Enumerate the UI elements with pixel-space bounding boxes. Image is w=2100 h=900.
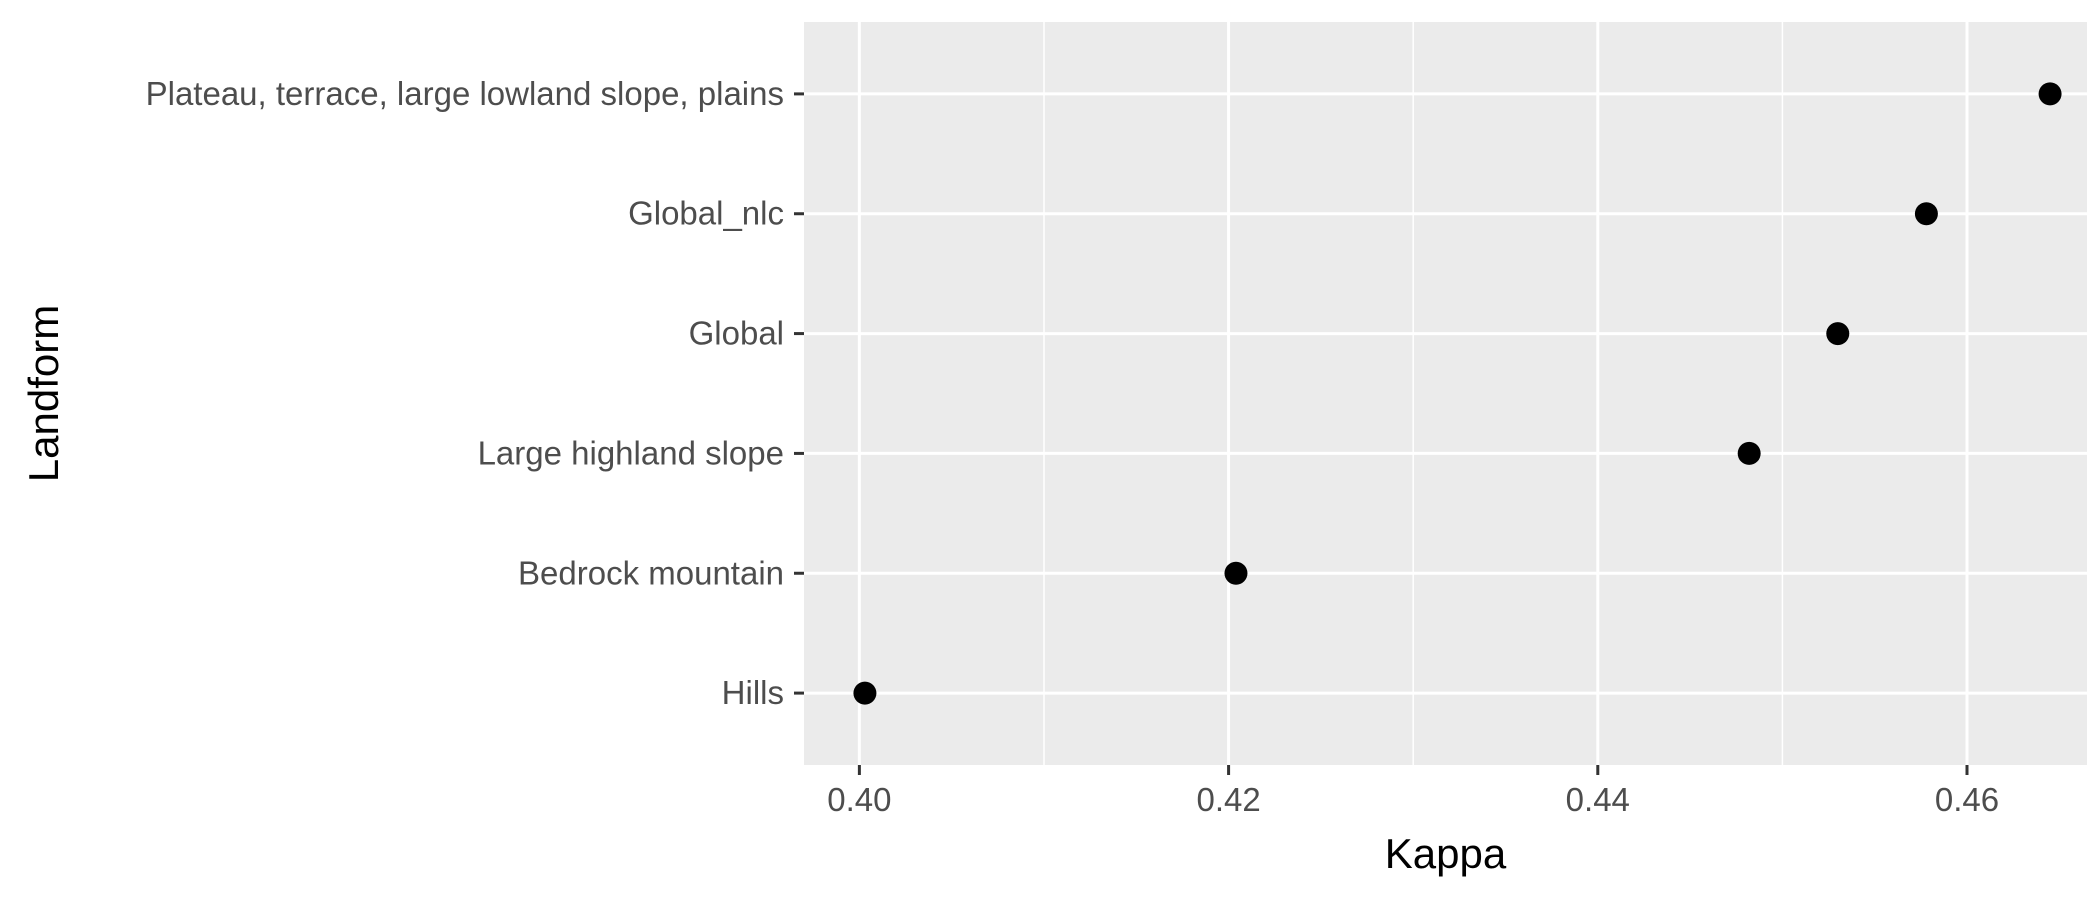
data-point	[1224, 561, 1248, 585]
x-axis: 0.40 0.42 0.44 0.46	[827, 765, 1999, 818]
major-gridlines	[804, 22, 2087, 765]
minor-gridlines	[1043, 22, 1784, 765]
y-tick-label: Large highland slope	[478, 434, 784, 471]
data-point	[853, 681, 877, 705]
x-tick-label: 0.44	[1566, 781, 1630, 818]
y-tick-label: Plateau, terrace, large lowland slope, p…	[146, 75, 784, 112]
x-tick-label: 0.46	[1935, 781, 1999, 818]
plot-panel	[804, 22, 2087, 765]
y-tick-label: Global	[689, 315, 784, 352]
y-tick-label: Bedrock mountain	[518, 554, 784, 591]
y-axis-title: Landform	[20, 305, 67, 482]
y-tick-label: Hills	[722, 674, 784, 711]
x-tick-label: 0.42	[1196, 781, 1260, 818]
data-point	[1826, 322, 1850, 346]
data-point	[1914, 202, 1938, 226]
data-points	[853, 82, 2062, 705]
x-tick-label: 0.40	[827, 781, 891, 818]
data-point	[1737, 441, 1761, 465]
x-axis-title: Kappa	[1385, 830, 1507, 877]
data-point	[2038, 82, 2062, 106]
y-tick-label: Global_nlc	[628, 195, 784, 232]
y-axis: Hills Bedrock mountain Large highland slop…	[146, 75, 804, 711]
